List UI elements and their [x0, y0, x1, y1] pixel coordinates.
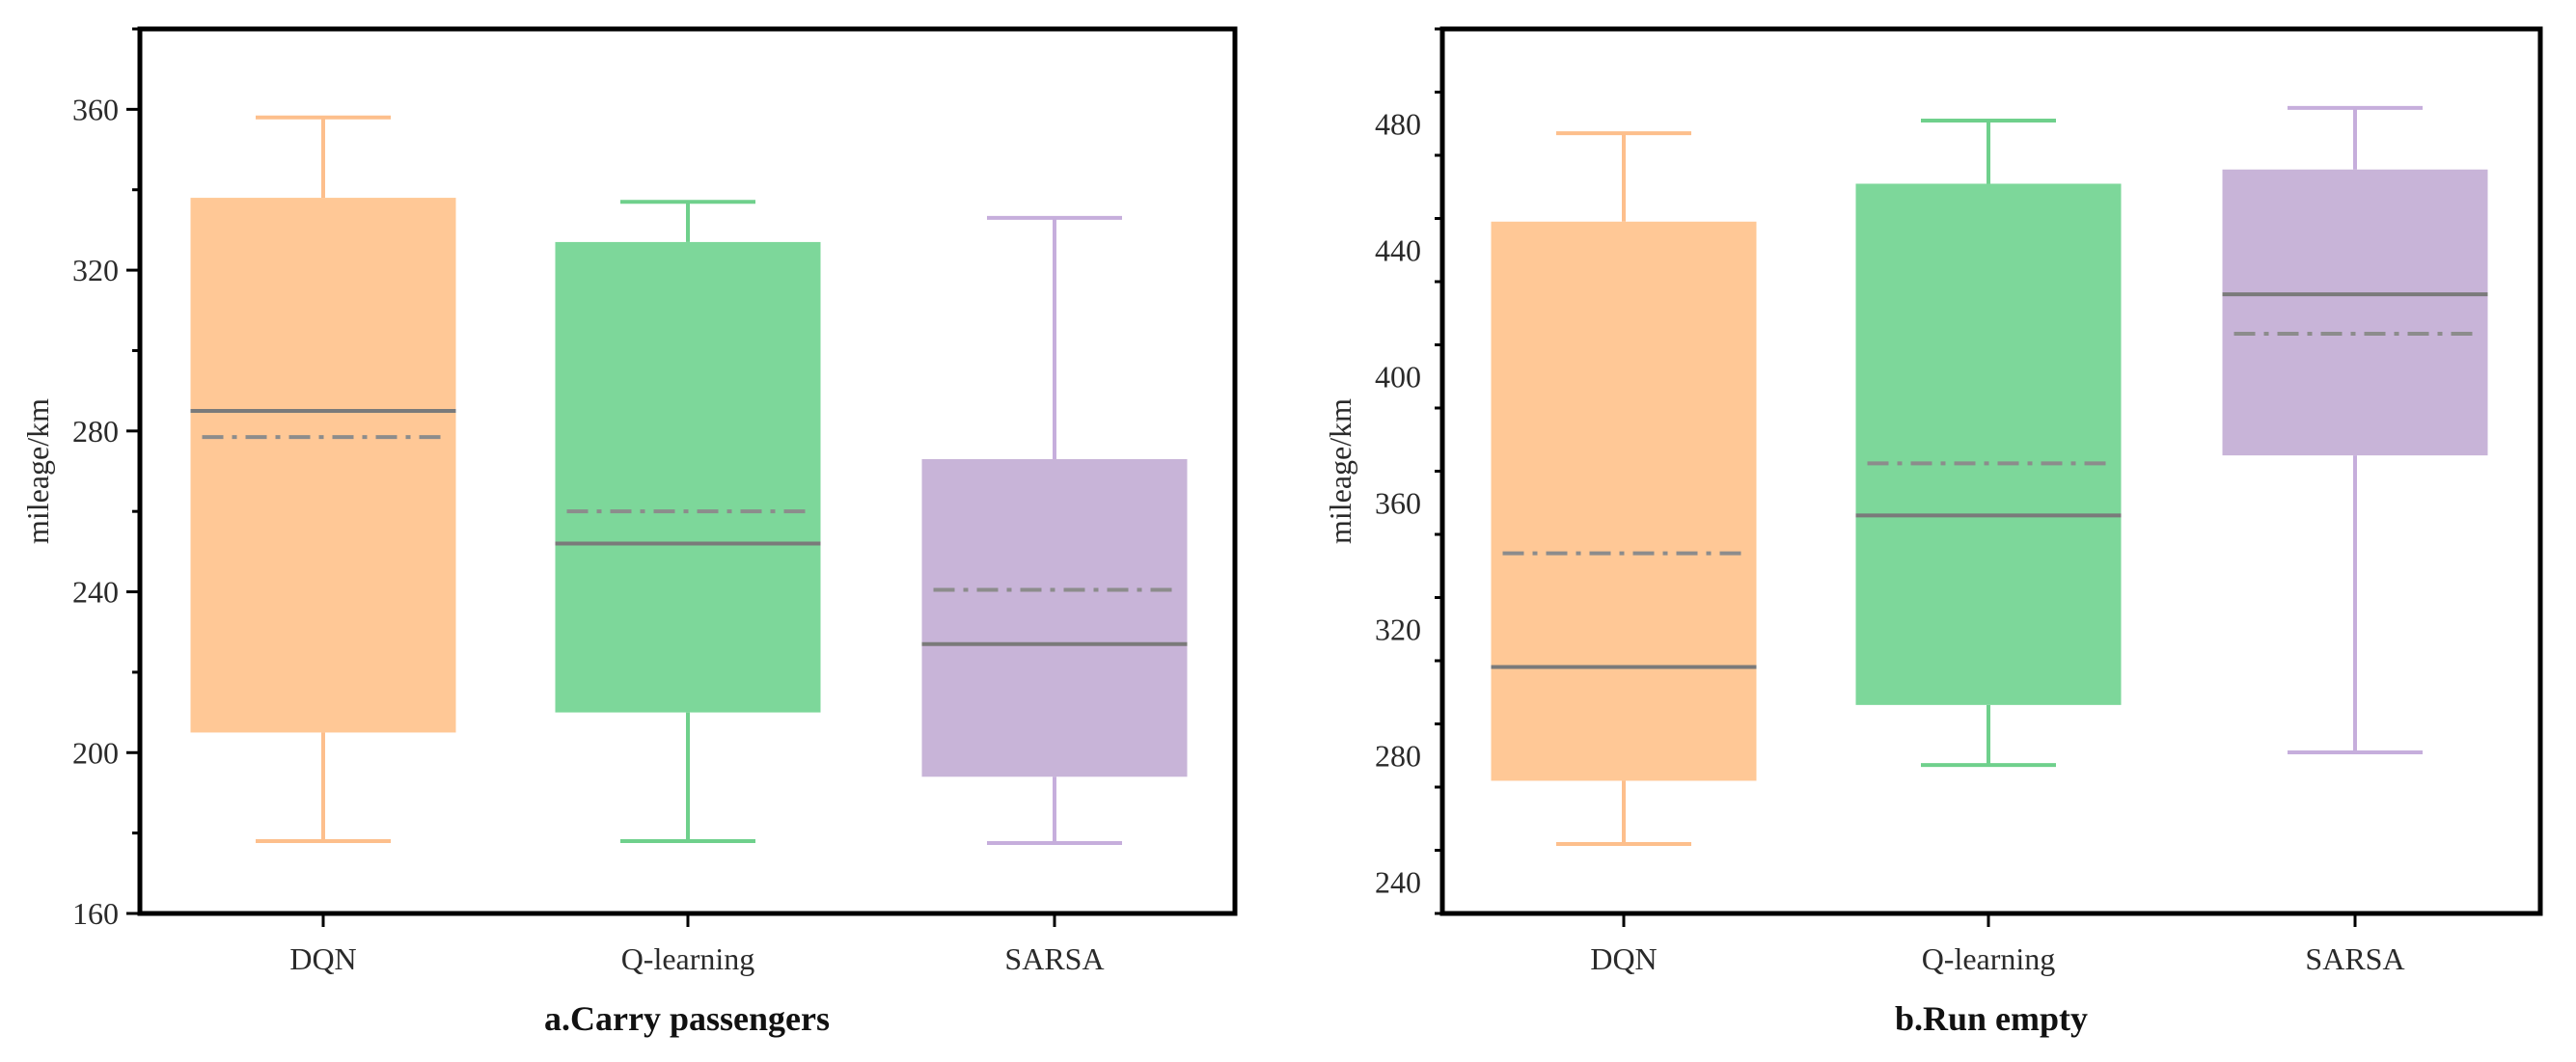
box-sarsa: [2222, 105, 2488, 754]
iqr-box: [555, 241, 821, 713]
box-sarsa: [921, 215, 1188, 846]
y-tick-label: 360: [72, 92, 119, 126]
chart-title: b.Run empty: [1895, 999, 2088, 1038]
y-axis: 240 280 320 360 400 440 480: [1375, 27, 1442, 915]
y-tick-label: 280: [1375, 738, 1421, 773]
box-q-learning: [555, 200, 821, 843]
y-tick-label: 480: [1375, 106, 1421, 141]
y-axis: 160 200 240 280 320 360: [72, 27, 140, 931]
x-tick-label: Q-learning: [1922, 941, 2056, 976]
x-tick-label: DQN: [1590, 941, 1657, 976]
panel-carry-passengers: 160 200 240 280 320 360 DQN Q-learning SARSA mile…: [20, 26, 1238, 1038]
iqr-box: [1855, 183, 2122, 705]
y-axis-title: mileage/km: [20, 398, 55, 544]
x-axis: DQN Q-learning SARSA: [289, 913, 1105, 976]
x-tick-label: DQN: [289, 941, 356, 976]
box-dqn: [1491, 131, 1757, 846]
box-q-learning: [1855, 118, 2122, 768]
iqr-box: [2222, 169, 2488, 456]
panel-run-empty: 240 280 320 360 400 440 480 DQN Q-learning SARSA m…: [1323, 26, 2543, 1038]
x-tick-label: Q-learning: [621, 941, 755, 976]
iqr-box: [1491, 221, 1757, 781]
y-tick-label: 160: [72, 896, 119, 931]
box-dqn: [190, 115, 456, 843]
y-tick-label: 360: [1375, 485, 1421, 520]
y-tick-label: 240: [1375, 864, 1421, 899]
y-tick-label: 240: [72, 575, 119, 610]
y-tick-label: 320: [1375, 612, 1421, 646]
y-tick-label: 400: [1375, 359, 1421, 394]
x-tick-label: SARSA: [2305, 941, 2404, 976]
y-axis-title: mileage/km: [1323, 398, 1357, 544]
x-axis: DQN Q-learning SARSA: [1590, 913, 2405, 976]
chart-title: a.Carry passengers: [544, 999, 830, 1038]
y-tick-label: 280: [72, 414, 119, 449]
y-tick-label: 200: [72, 735, 119, 770]
iqr-box: [190, 198, 456, 733]
y-tick-label: 320: [72, 253, 119, 287]
iqr-box: [921, 458, 1188, 777]
y-tick-label: 440: [1375, 232, 1421, 267]
x-tick-label: SARSA: [1004, 941, 1104, 976]
